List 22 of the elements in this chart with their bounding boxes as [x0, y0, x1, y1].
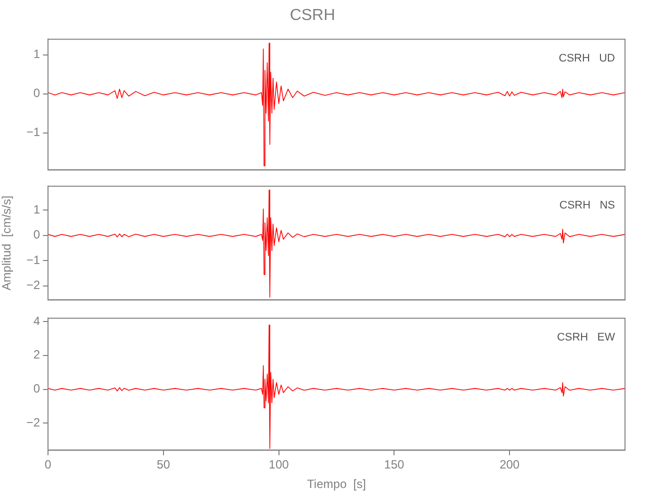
y-tick-label: −1	[26, 125, 40, 140]
y-tick-label: −1	[26, 252, 40, 267]
y-tick-label: 0	[33, 228, 40, 242]
x-tick-label: 150	[384, 458, 405, 472]
y-tick-label: 4	[33, 314, 40, 328]
y-tick-label: 2	[33, 348, 40, 362]
x-tick-label: 100	[268, 458, 290, 472]
y-tick-label: 1	[33, 47, 40, 62]
x-tick-label: 0	[44, 458, 52, 472]
y-tick-label: 0	[33, 86, 40, 100]
x-axis-title: Tiempo [s]	[307, 477, 366, 492]
x-tick-label: 50	[156, 458, 170, 472]
annotation: CSRH NS	[559, 200, 615, 212]
y-tick-label: −2	[26, 278, 40, 292]
annotation: CSRH UD	[558, 52, 616, 65]
annotation: CSRH EW	[556, 332, 616, 344]
y-axis-title: Amplitud [cm/s/s]	[0, 196, 14, 290]
y-tick-label: −2	[26, 415, 40, 430]
y-tick-label: 1	[33, 202, 40, 216]
chart-title: CSRH	[290, 7, 336, 24]
x-tick-label: 200	[500, 458, 520, 472]
y-tick-label: 0	[33, 382, 40, 396]
